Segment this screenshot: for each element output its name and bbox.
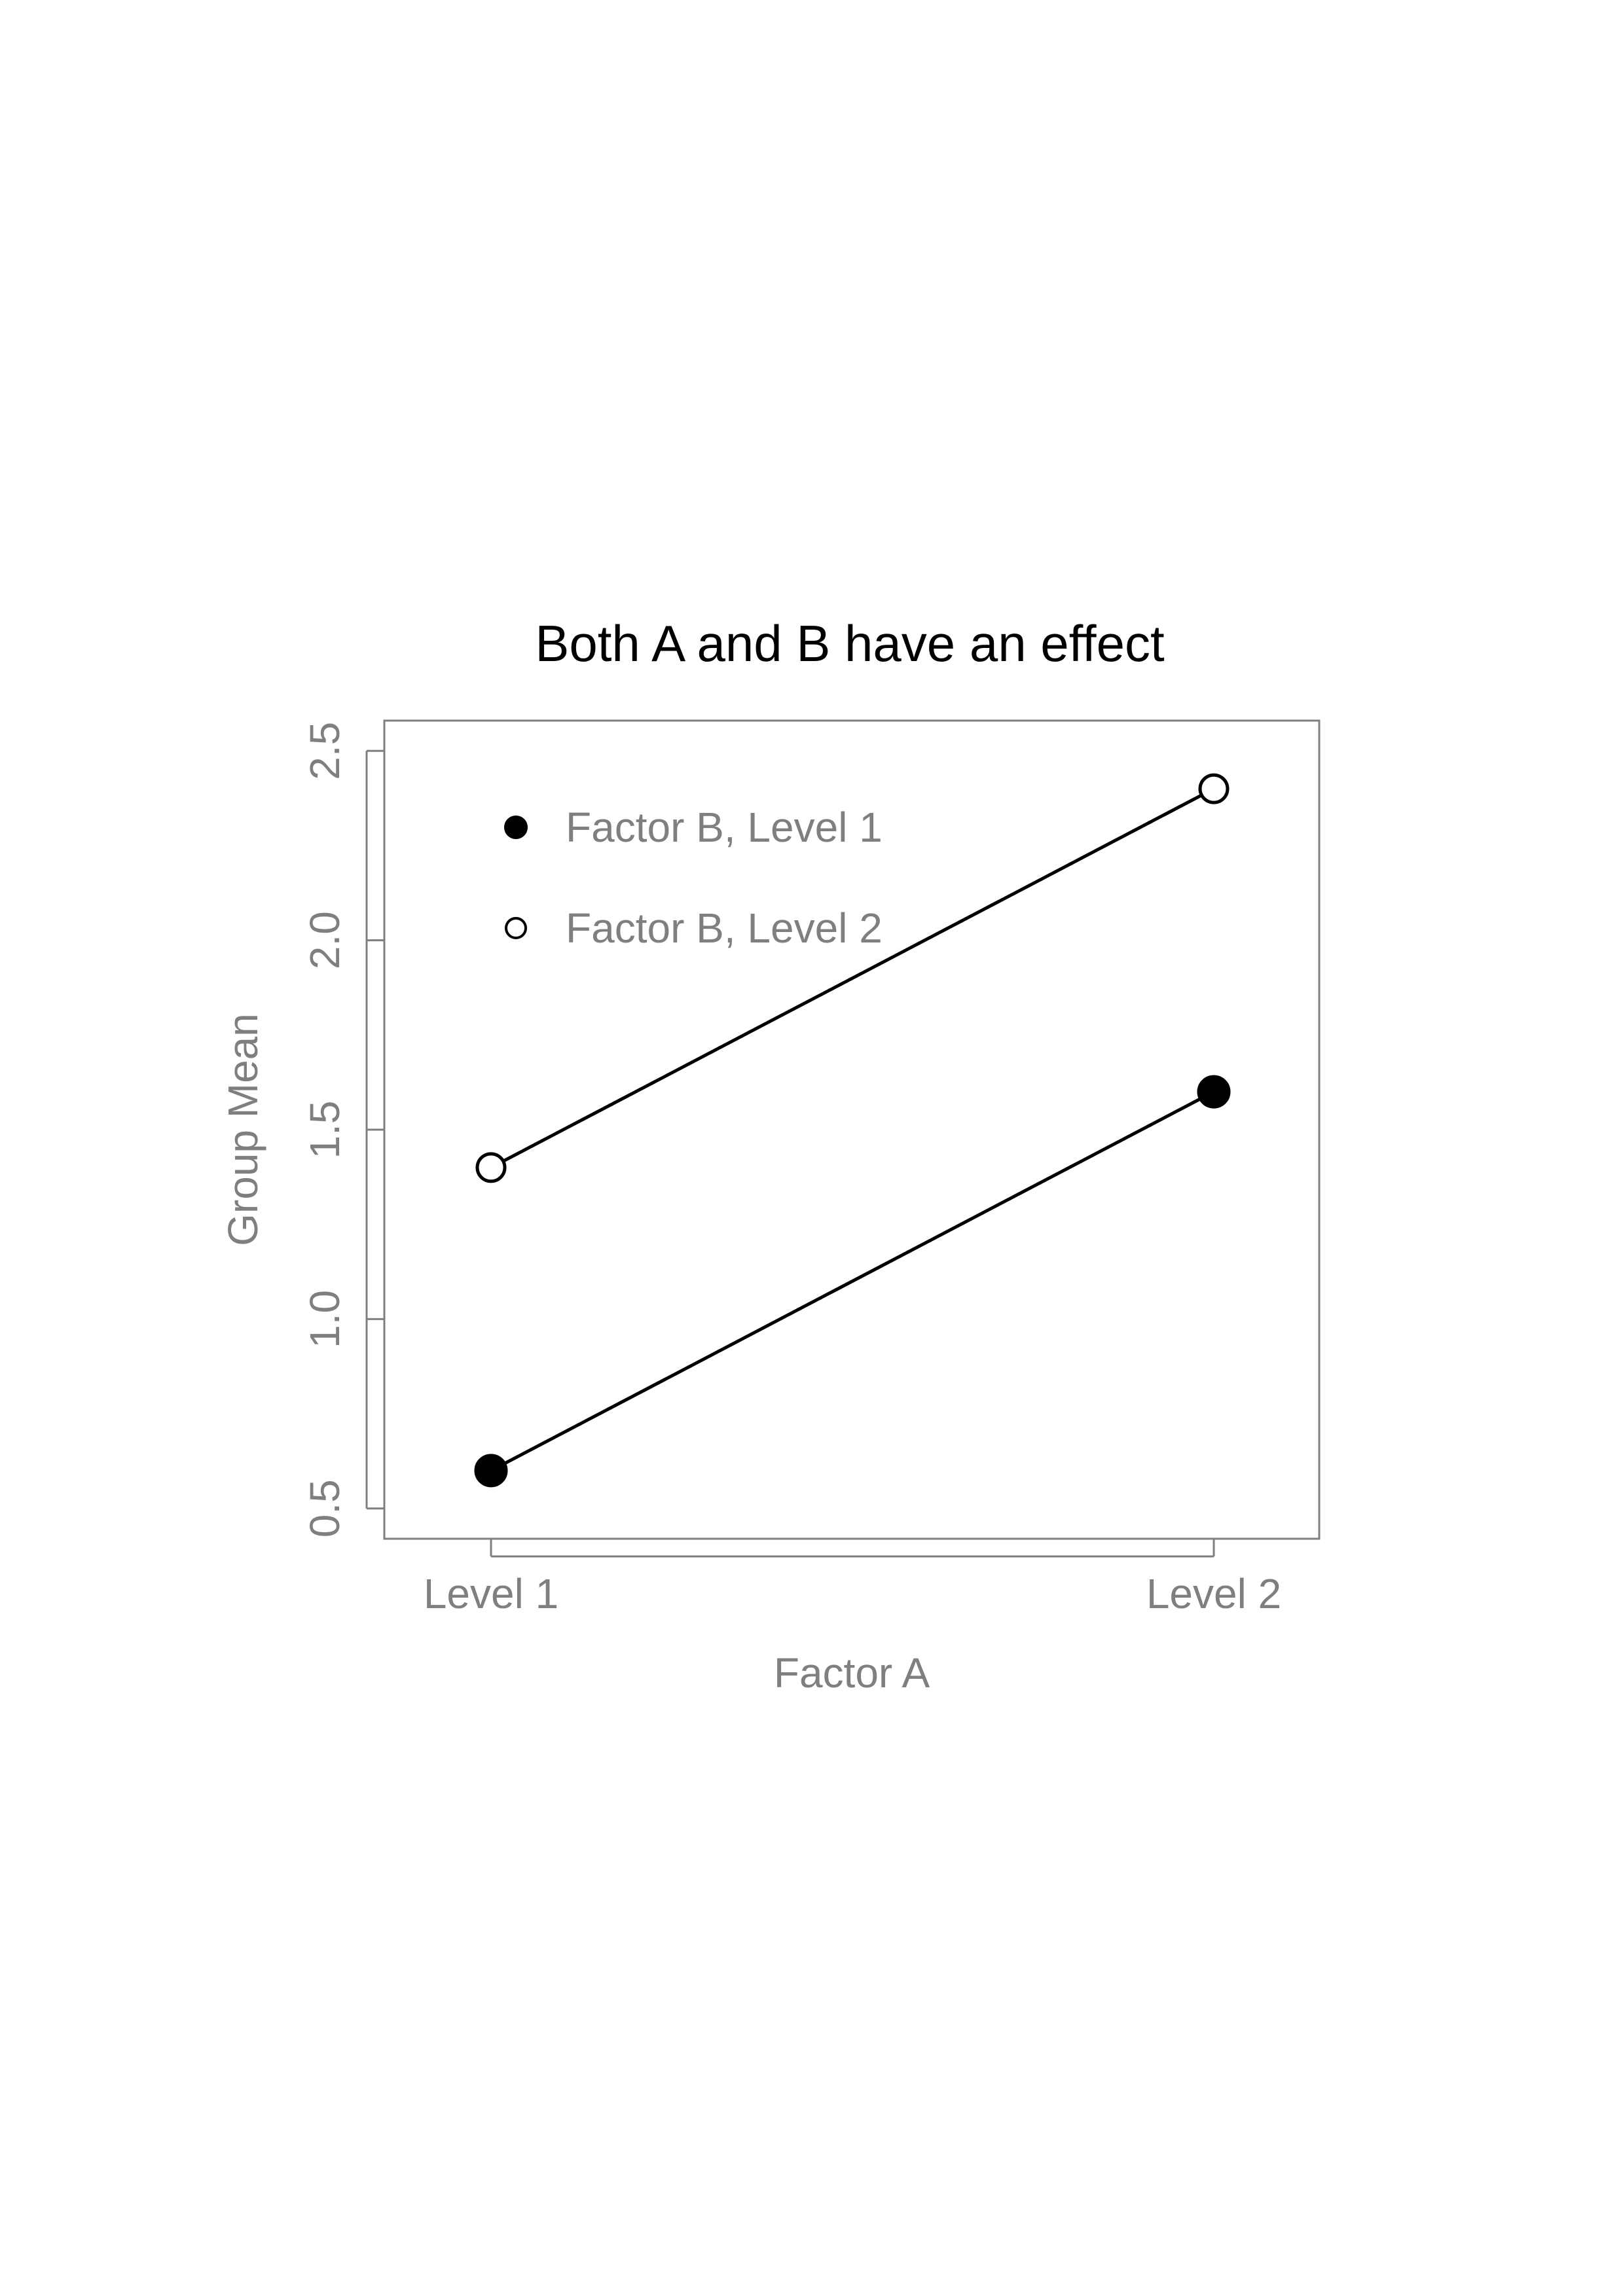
legend: Factor B, Level 1 Factor B, Level 2 [504,804,883,952]
y-tick-label: 1.5 [301,1101,348,1159]
y-tick-label: 2.5 [301,722,348,780]
data-point [475,1152,507,1183]
series-1 [474,1075,1231,1488]
series-layer [474,773,1231,1488]
legend-marker [505,917,527,939]
y-axis-label: Group Mean [219,1013,266,1246]
series-2 [475,773,1230,1183]
legend-label: Factor B, Level 1 [566,804,883,851]
data-point [1198,773,1230,804]
y-tick-label: 0.5 [301,1479,348,1537]
legend-label: Factor B, Level 2 [566,905,883,952]
series-line [490,787,1215,1170]
y-axis: 0.5 1.0 1.5 2.0 2.5 [301,722,384,1537]
x-tick-label: Level 1 [424,1570,558,1617]
legend-marker [504,816,528,839]
series-line [490,1090,1215,1473]
x-axis: Level 1 Level 2 [424,1539,1281,1617]
x-axis-label: Factor A [774,1649,930,1696]
y-tick-label: 1.0 [301,1290,348,1348]
data-point [474,1454,508,1488]
chart-title: Both A and B have an effect [535,615,1165,672]
y-tick-label: 2.0 [301,911,348,969]
data-point [1197,1075,1231,1109]
x-tick-label: Level 2 [1146,1570,1281,1617]
